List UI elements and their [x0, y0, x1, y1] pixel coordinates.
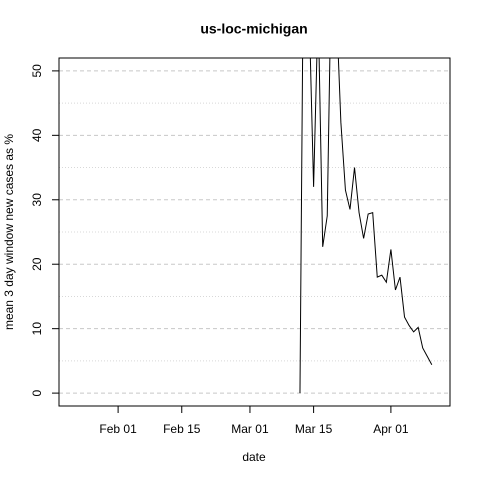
x-tick-label: Feb 15: [163, 422, 201, 436]
y-axis-label: mean 3 day window new cases as %: [2, 134, 16, 330]
x-tick-label: Apr 01: [373, 422, 409, 436]
x-axis-label: date: [242, 450, 266, 464]
x-tick-label: Mar 01: [231, 422, 269, 436]
y-tick-label: 20: [30, 257, 44, 271]
y-tick-label: 10: [30, 322, 44, 336]
data-line: [299, 58, 433, 394]
y-tick-label: 30: [30, 193, 44, 207]
x-tick-label: Mar 15: [295, 422, 333, 436]
y-tick-label: 40: [30, 128, 44, 142]
x-tick-label: Feb 01: [99, 422, 137, 436]
y-tick-label: 0: [30, 389, 44, 396]
plot-frame: [58, 57, 451, 407]
chart-title: us-loc-michigan: [200, 21, 307, 37]
y-tick-label: 50: [30, 64, 44, 78]
